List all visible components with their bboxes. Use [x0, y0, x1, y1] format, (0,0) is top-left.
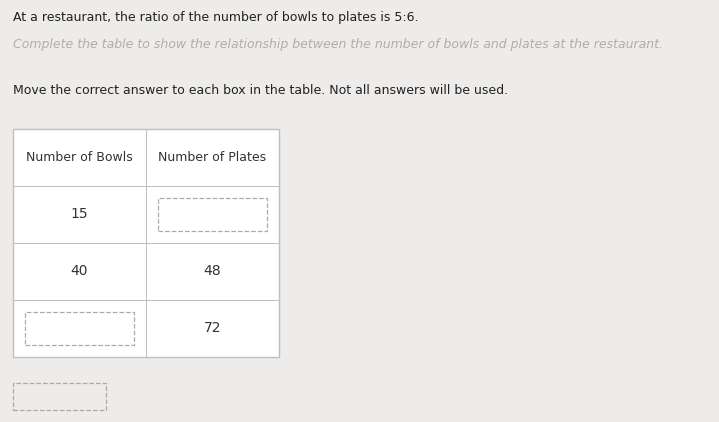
Text: Number of Bowls: Number of Bowls	[26, 151, 133, 164]
Text: 15: 15	[70, 207, 88, 221]
Text: Number of Plates: Number of Plates	[158, 151, 267, 164]
Bar	[25, 311, 134, 345]
Bar	[158, 197, 267, 231]
Text: Complete the table to show the relationship between the number of bowls and plat: Complete the table to show the relations…	[13, 38, 663, 51]
Bar	[13, 383, 106, 410]
Text: 48: 48	[203, 264, 221, 278]
Text: 40: 40	[70, 264, 88, 278]
Bar	[13, 129, 279, 357]
Text: At a restaurant, the ratio of the number of bowls to plates is 5:6.: At a restaurant, the ratio of the number…	[13, 11, 418, 24]
Bar	[13, 129, 279, 357]
Text: 72: 72	[203, 321, 221, 335]
Text: Move the correct answer to each box in the table. Not all answers will be used.: Move the correct answer to each box in t…	[13, 84, 508, 97]
